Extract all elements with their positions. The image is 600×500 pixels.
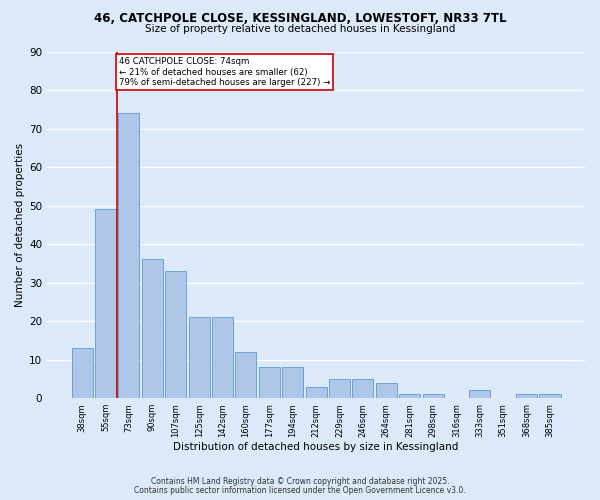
Bar	[376, 382, 397, 398]
Bar	[95, 210, 116, 398]
Text: 46, CATCHPOLE CLOSE, KESSINGLAND, LOWESTOFT, NR33 7TL: 46, CATCHPOLE CLOSE, KESSINGLAND, LOWEST…	[94, 12, 506, 26]
X-axis label: Distribution of detached houses by size in Kessingland: Distribution of detached houses by size …	[173, 442, 459, 452]
Bar	[352, 379, 373, 398]
Text: Contains HM Land Registry data © Crown copyright and database right 2025.: Contains HM Land Registry data © Crown c…	[151, 477, 449, 486]
Text: Size of property relative to detached houses in Kessingland: Size of property relative to detached ho…	[145, 24, 455, 34]
Text: 46 CATCHPOLE CLOSE: 74sqm
← 21% of detached houses are smaller (62)
79% of semi-: 46 CATCHPOLE CLOSE: 74sqm ← 21% of detac…	[119, 58, 331, 87]
Bar	[259, 368, 280, 398]
Bar	[399, 394, 420, 398]
Bar	[165, 271, 186, 398]
Bar	[188, 317, 209, 398]
Bar	[142, 260, 163, 398]
Bar	[282, 368, 303, 398]
Y-axis label: Number of detached properties: Number of detached properties	[15, 142, 25, 307]
Bar	[71, 348, 92, 398]
Bar	[422, 394, 443, 398]
Bar	[469, 390, 490, 398]
Bar	[118, 113, 139, 398]
Bar	[212, 317, 233, 398]
Bar	[516, 394, 537, 398]
Bar	[539, 394, 560, 398]
Bar	[305, 386, 326, 398]
Bar	[235, 352, 256, 398]
Text: Contains public sector information licensed under the Open Government Licence v3: Contains public sector information licen…	[134, 486, 466, 495]
Bar	[329, 379, 350, 398]
